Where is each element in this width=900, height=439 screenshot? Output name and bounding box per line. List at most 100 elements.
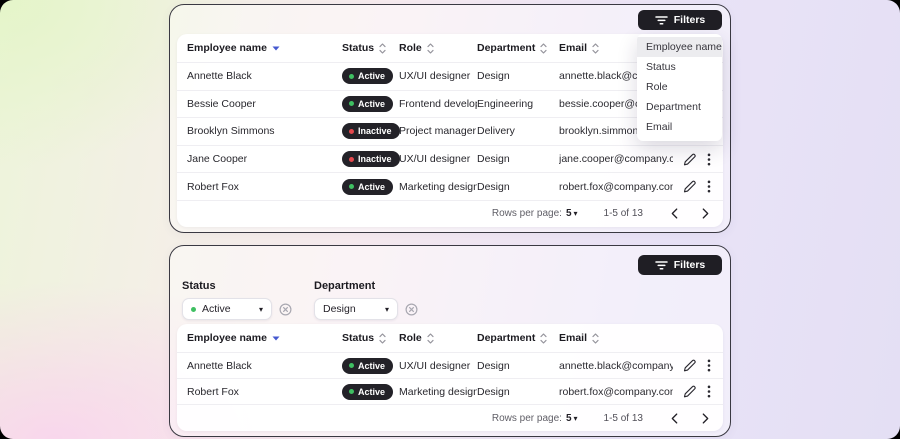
status-badge: Active bbox=[342, 383, 394, 400]
edit-icon[interactable] bbox=[683, 385, 696, 398]
sort-toggle-icon bbox=[379, 332, 386, 344]
table-header-row: Employee name Status Role Department Ema… bbox=[177, 34, 723, 62]
department-cell: Design bbox=[477, 153, 510, 166]
status-dot-icon bbox=[349, 184, 354, 190]
department-filter-label: Department bbox=[314, 280, 376, 292]
kebab-menu-icon[interactable] bbox=[707, 180, 711, 193]
table-row: Jane Cooper Inactive UX/UI designer Desi… bbox=[177, 144, 723, 173]
email-cell: jane.cooper@company.com bbox=[559, 153, 673, 166]
filters-button[interactable]: Filters bbox=[638, 10, 722, 30]
status-dot-icon bbox=[349, 101, 354, 107]
menu-item-email[interactable]: Email bbox=[646, 121, 673, 133]
edit-icon[interactable] bbox=[683, 153, 696, 166]
filtered-table-panel: Filters Status Active ▾ Department bbox=[169, 245, 731, 437]
header-status[interactable]: Status bbox=[342, 332, 399, 344]
status-label: Active bbox=[358, 386, 386, 397]
header-label: Role bbox=[399, 332, 422, 344]
header-status[interactable]: Status bbox=[342, 42, 399, 54]
clear-department-filter-icon[interactable] bbox=[405, 302, 418, 316]
table-pagination: Rows per page: 5 ▾ 1-5 of 13 bbox=[177, 199, 723, 227]
employee-name-cell: Brooklyn Simmons bbox=[187, 125, 275, 138]
kebab-menu-icon[interactable] bbox=[707, 385, 711, 398]
clear-status-filter-icon[interactable] bbox=[279, 302, 292, 316]
status-dot-icon bbox=[349, 156, 354, 162]
status-badge: Inactive bbox=[342, 151, 400, 168]
status-badge: Inactive bbox=[342, 123, 400, 140]
pagination-range: 1-5 of 13 bbox=[603, 208, 643, 220]
status-badge: Active bbox=[342, 357, 394, 374]
email-cell: robert.fox@company.com bbox=[559, 180, 673, 193]
header-label: Employee name bbox=[187, 42, 267, 54]
role-cell: Marketing designer bbox=[399, 385, 477, 398]
status-filter-label: Status bbox=[182, 280, 216, 292]
header-department[interactable]: Department bbox=[477, 42, 559, 54]
employee-table-panel: Filters Employee name Status Role Depart… bbox=[169, 4, 731, 233]
filters-button[interactable]: Filters bbox=[638, 255, 722, 275]
role-cell: Marketing designer bbox=[399, 180, 477, 193]
status-label: Active bbox=[358, 360, 386, 371]
menu-item-status[interactable]: Status bbox=[646, 61, 676, 73]
menu-item-department[interactable]: Department bbox=[646, 101, 701, 113]
header-label: Status bbox=[342, 42, 375, 54]
department-cell: Delivery bbox=[477, 125, 515, 138]
pagination-range: 1-5 of 13 bbox=[603, 412, 643, 424]
role-cell: UX/UI designer bbox=[399, 359, 471, 372]
chevron-down-icon: ▾ bbox=[258, 304, 263, 314]
menu-item-employee-name[interactable]: Employee name bbox=[637, 37, 722, 57]
next-page-icon[interactable] bbox=[702, 412, 709, 424]
sort-toggle-icon bbox=[427, 332, 434, 344]
table-row: Robert Fox Active Marketing designer Des… bbox=[177, 172, 723, 200]
role-cell: UX/UI designer bbox=[399, 70, 471, 83]
sort-toggle-icon bbox=[540, 332, 547, 344]
header-role[interactable]: Role bbox=[399, 332, 477, 344]
previous-page-icon[interactable] bbox=[671, 208, 678, 219]
filter-icon bbox=[654, 15, 668, 25]
sort-toggle-icon bbox=[379, 42, 386, 54]
status-badge: Active bbox=[342, 68, 394, 85]
header-label: Employee name bbox=[187, 332, 267, 344]
previous-page-icon[interactable] bbox=[671, 412, 678, 424]
edit-icon[interactable] bbox=[683, 180, 696, 193]
rows-per-page-select[interactable]: 5 ▾ bbox=[566, 208, 578, 219]
department-filter: Department Design ▾ bbox=[314, 280, 418, 320]
status-filter-select[interactable]: Active ▾ bbox=[182, 298, 272, 320]
status-label: Active bbox=[358, 98, 386, 109]
active-filters: Status Active ▾ Department Design bbox=[182, 280, 418, 320]
rows-per-page-value: 5 bbox=[565, 412, 572, 424]
department-cell: Design bbox=[477, 359, 510, 372]
status-label: Active bbox=[358, 71, 386, 82]
employee-name-cell: Jane Cooper bbox=[187, 153, 248, 166]
kebab-menu-icon[interactable] bbox=[707, 153, 711, 166]
header-employee-name[interactable]: Employee name bbox=[187, 332, 342, 344]
edit-icon[interactable] bbox=[683, 359, 696, 372]
table-row: Annette Black Active UX/UI designer Desi… bbox=[177, 352, 723, 378]
rows-per-page-select[interactable]: 5 ▾ bbox=[566, 413, 578, 424]
header-label: Status bbox=[342, 332, 375, 344]
header-email[interactable]: Email bbox=[559, 42, 673, 54]
employee-name-cell: Bessie Cooper bbox=[187, 97, 256, 110]
next-page-icon[interactable] bbox=[702, 208, 709, 219]
header-label: Email bbox=[559, 332, 588, 344]
header-email[interactable]: Email bbox=[559, 332, 673, 344]
department-filter-select[interactable]: Design ▾ bbox=[314, 298, 398, 320]
status-dot-icon bbox=[349, 73, 354, 79]
employee-name-cell: Annette Black bbox=[187, 70, 252, 83]
role-cell: UX/UI designer bbox=[399, 153, 471, 166]
filter-column-menu: Employee name Status Role Department Ema… bbox=[637, 34, 722, 141]
filters-button-label: Filters bbox=[673, 14, 706, 26]
menu-item-role[interactable]: Role bbox=[646, 81, 668, 93]
sort-toggle-icon bbox=[592, 332, 599, 344]
status-label: Active bbox=[358, 181, 386, 192]
header-employee-name[interactable]: Employee name bbox=[187, 42, 342, 54]
header-department[interactable]: Department bbox=[477, 332, 559, 344]
kebab-menu-icon[interactable] bbox=[707, 359, 711, 372]
chevron-down-icon: ▾ bbox=[384, 304, 389, 314]
sort-toggle-icon bbox=[592, 42, 599, 54]
status-filter: Status Active ▾ bbox=[182, 280, 292, 320]
header-role[interactable]: Role bbox=[399, 42, 477, 54]
department-cell: Engineering bbox=[477, 97, 534, 110]
header-label: Department bbox=[477, 332, 536, 344]
status-dot-icon bbox=[349, 128, 354, 134]
filter-icon bbox=[654, 260, 668, 270]
